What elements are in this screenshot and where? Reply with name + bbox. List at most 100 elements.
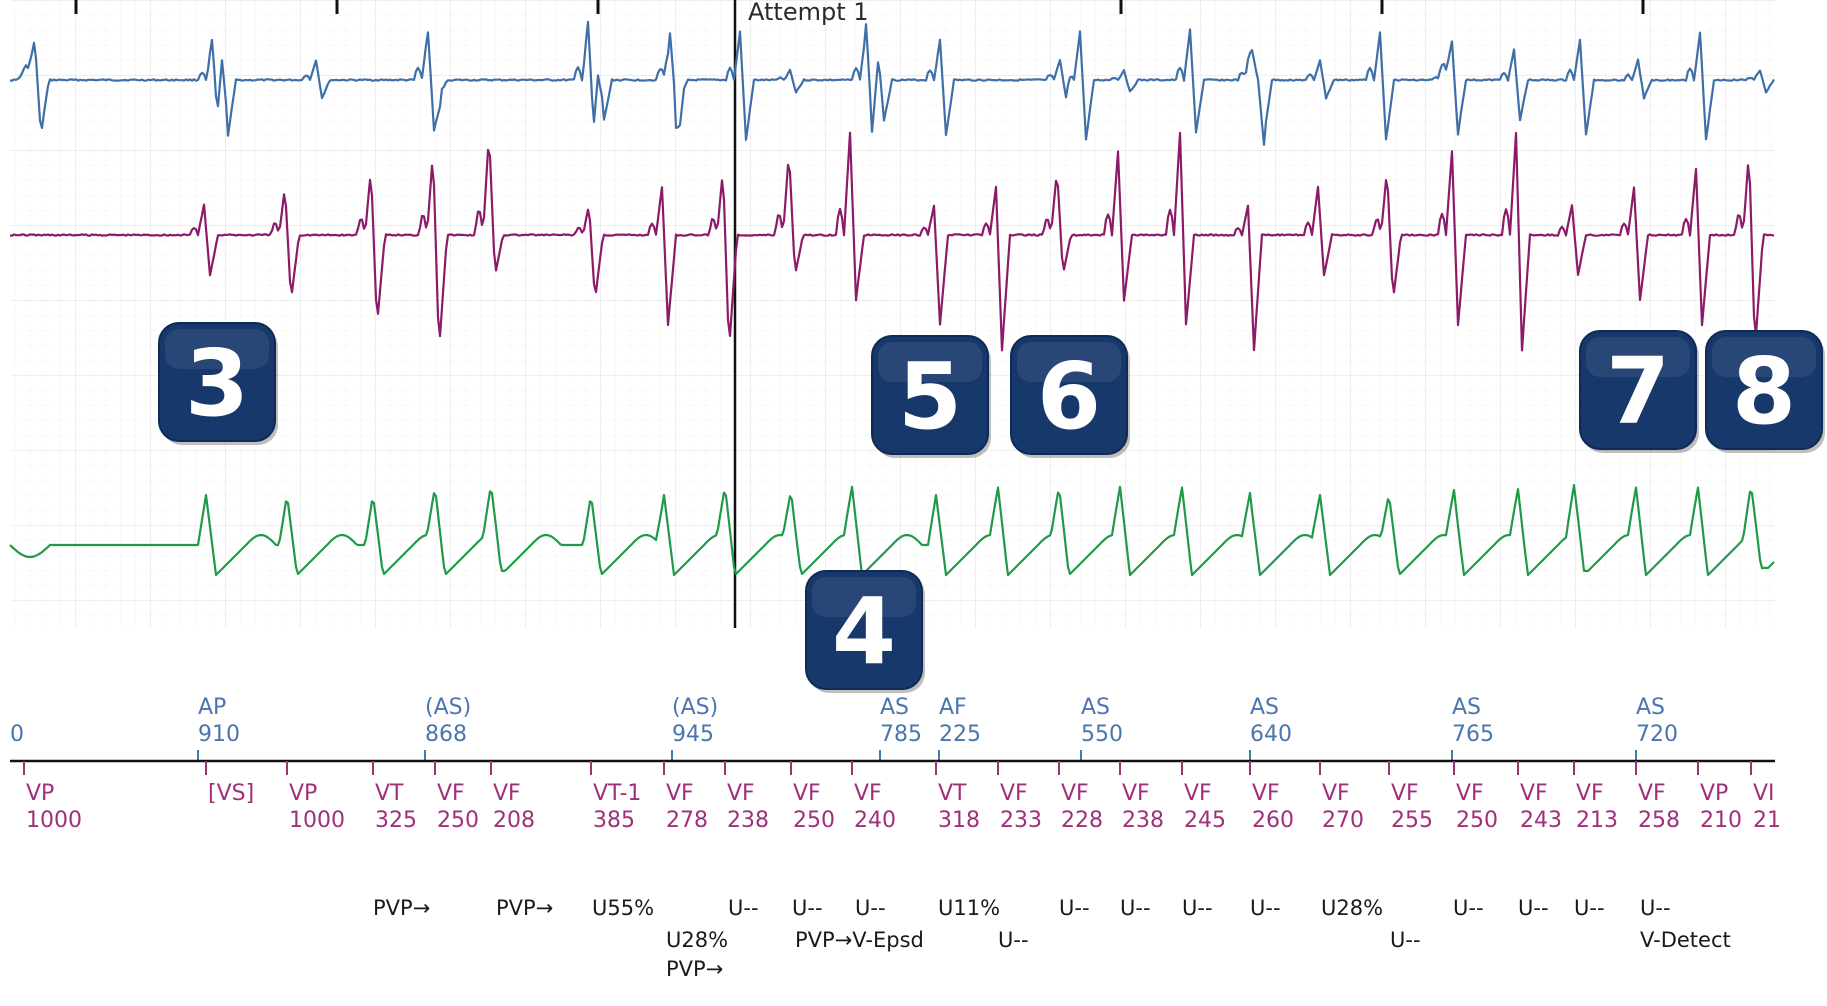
detection-annotation: U--: [855, 896, 886, 920]
callout-badge-number: 8: [1732, 338, 1796, 445]
detection-annotation: U11%: [938, 896, 1000, 920]
callout-badge-3: 3: [158, 322, 278, 445]
ventricular-marker-type: VF: [1638, 781, 1666, 806]
ventricular-marker-type: [VS]: [208, 781, 254, 806]
atrial-marker-type: AS: [880, 695, 909, 720]
callout-badge-number: 5: [898, 343, 962, 450]
atrial-marker-interval: 720: [1636, 722, 1678, 747]
ventricular-marker-type: VF: [493, 781, 521, 806]
ventricular-marker-interval: 250: [793, 808, 835, 833]
ventricular-marker-interval: 208: [493, 808, 535, 833]
detection-annotation: U--: [1453, 896, 1484, 920]
ventricular-marker-interval: 255: [1391, 808, 1433, 833]
ventricular-marker-interval: 250: [1456, 808, 1498, 833]
atrial-marker-interval: 640: [1250, 722, 1292, 747]
ventricular-marker-interval: 260: [1252, 808, 1294, 833]
ventricular-marker-type: VF: [1122, 781, 1150, 806]
ventricular-marker-type: VT-1: [593, 781, 641, 806]
detection-annotation: U--: [1640, 896, 1671, 920]
detection-annotation: PVP→: [373, 896, 430, 920]
atrial-marker-interval: 225: [939, 722, 981, 747]
detection-annotation: U--: [728, 896, 759, 920]
detection-annotation: U--: [998, 928, 1029, 952]
detection-annotation: U--: [1518, 896, 1549, 920]
callout-badge-number: 6: [1037, 343, 1101, 450]
ventricular-marker-interval: 270: [1322, 808, 1364, 833]
ventricular-marker-interval: 278: [666, 808, 708, 833]
atrial-marker-type: AS: [1452, 695, 1481, 720]
detection-annotation: PVP→: [666, 957, 723, 981]
ventricular-marker-interval: 258: [1638, 808, 1680, 833]
ventricular-marker-interval: 385: [593, 808, 635, 833]
ventricular-marker-type: VP: [26, 781, 54, 806]
ventricular-marker-interval: 228: [1061, 808, 1103, 833]
callout-badge-number: 3: [185, 330, 249, 437]
atrial-marker-interval: 785: [880, 722, 922, 747]
episode-label: Attempt 1: [748, 0, 869, 26]
atrial-marker-interval: 945: [672, 722, 714, 747]
ventricular-marker-type: VP: [1700, 781, 1728, 806]
atrial-marker-interval: 765: [1452, 722, 1494, 747]
callout-badge-number: 7: [1606, 338, 1670, 445]
atrial-marker-type: AS: [1250, 695, 1279, 720]
atrial-marker-type: AF: [939, 695, 967, 720]
detection-annotation: U--: [1120, 896, 1151, 920]
ventricular-marker-type: VF: [1061, 781, 1089, 806]
ventricular-marker-type: VF: [1322, 781, 1350, 806]
time-ticks: [74, 0, 1645, 14]
callout-badge-4: 4: [805, 570, 925, 693]
callout-badge-7: 7: [1579, 330, 1699, 453]
ventricular-marker-interval: 238: [727, 808, 769, 833]
ventricular-marker-interval: 245: [1184, 808, 1226, 833]
ventricular-marker-type: VF: [1456, 781, 1484, 806]
ventricular-marker-type: VF: [437, 781, 465, 806]
detection-annotation: PVP→V-Epsd: [795, 928, 924, 952]
ventricular-marker-type: VF: [727, 781, 755, 806]
atrial-marker-interval: 0: [10, 722, 24, 747]
ventricular-marker-type: VP: [289, 781, 317, 806]
callout-badge-8: 8: [1705, 330, 1825, 453]
ventricular-egm-trace: [9, 131, 1775, 352]
callout-badge-5: 5: [871, 335, 991, 458]
ventricular-marker-type: VT: [375, 781, 404, 806]
detection-annotation: U--: [1182, 896, 1213, 920]
ventricular-marker-type: VI: [1753, 781, 1775, 806]
atrial-egm-trace: [10, 20, 1775, 146]
ventricular-marker-type: VF: [666, 781, 694, 806]
ventricular-marker-type: VF: [1252, 781, 1280, 806]
detection-annotation: PVP→: [496, 896, 553, 920]
detection-annotation: U--: [792, 896, 823, 920]
callout-badge-6: 6: [1010, 335, 1130, 458]
atrial-marker-interval: 910: [198, 722, 240, 747]
detection-annotation: U--: [1390, 928, 1421, 952]
ventricular-marker-interval: 21: [1753, 808, 1781, 833]
ventricular-marker-type: VF: [1000, 781, 1028, 806]
detection-annotation: U--: [1574, 896, 1605, 920]
ventricular-marker-interval: 210: [1700, 808, 1742, 833]
detection-annotation: U55%: [592, 896, 654, 920]
ventricular-marker-interval: 1000: [26, 808, 82, 833]
atrial-marker-type: (AS): [672, 695, 718, 720]
ventricular-marker-interval: 318: [938, 808, 980, 833]
egm-grid-major: [10, 0, 1775, 628]
atrial-marker-type: AP: [198, 695, 226, 720]
ventricular-marker-type: VF: [1184, 781, 1212, 806]
detection-annotation: U--: [1250, 896, 1281, 920]
ventricular-marker-interval: 213: [1576, 808, 1618, 833]
ventricular-marker-interval: 240: [854, 808, 896, 833]
detection-annotations: PVP→ PVP→ U55% U28% PVP→ U-- U-- PVP→V-Epsd U-- U…: [373, 896, 1731, 981]
ventricular-marker-interval: 325: [375, 808, 417, 833]
ventricular-marker-interval: 233: [1000, 808, 1042, 833]
atrial-marker-channel: 0AP910(AS)868(AS)945AS785AF225AS550AS640…: [10, 695, 1678, 761]
detection-annotation: U28%: [1321, 896, 1383, 920]
ventricular-marker-type: VF: [1576, 781, 1604, 806]
ventricular-marker-type: VF: [1520, 781, 1548, 806]
atrial-marker-interval: 868: [425, 722, 467, 747]
detection-annotation: U--: [1059, 896, 1090, 920]
callout-badges: 3 5 6 7 8 4: [158, 322, 1825, 693]
detection-annotation: V-Detect: [1640, 928, 1731, 952]
atrial-marker-type: AS: [1636, 695, 1665, 720]
atrial-marker-type: (AS): [425, 695, 471, 720]
